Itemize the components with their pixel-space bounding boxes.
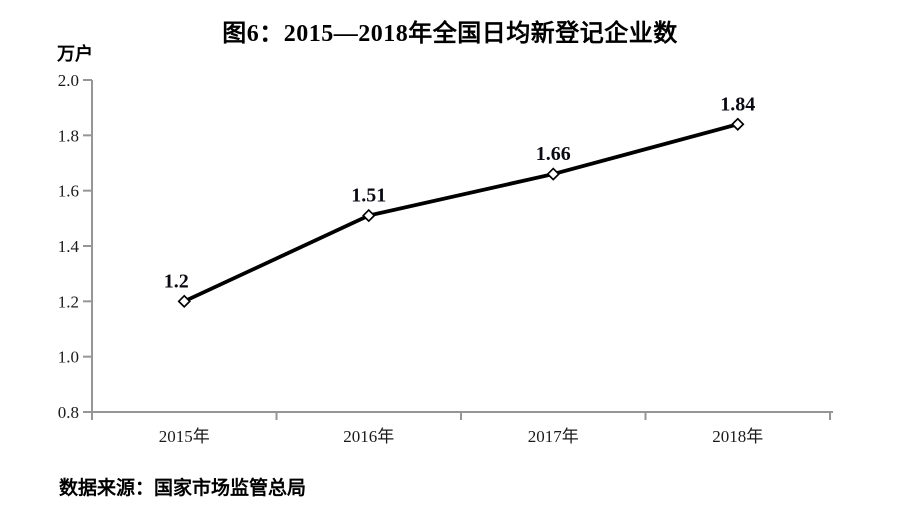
y-tick-label: 1.8 bbox=[58, 126, 79, 145]
y-axis-unit-label: 万户 bbox=[57, 44, 93, 64]
x-tick-label: 2016年 bbox=[343, 427, 394, 446]
y-tick-label: 1.6 bbox=[58, 182, 79, 201]
data-point-label: 1.66 bbox=[536, 143, 571, 165]
data-point-marker bbox=[731, 117, 745, 131]
y-tick-label: 1.4 bbox=[58, 237, 80, 256]
x-tick-label: 2017年 bbox=[528, 427, 579, 446]
data-source-note: 数据来源：国家市场监管总局 bbox=[59, 478, 307, 499]
data-point-marker bbox=[177, 294, 191, 309]
y-tick-label: 1.0 bbox=[58, 348, 79, 367]
x-tick-label: 2018年 bbox=[712, 427, 763, 446]
x-tick-label: 2015年 bbox=[159, 427, 210, 446]
data-point-label: 1.51 bbox=[351, 185, 386, 207]
y-tick-label: 0.8 bbox=[58, 403, 79, 422]
y-tick-label: 1.2 bbox=[58, 292, 79, 311]
data-point-label: 1.2 bbox=[164, 270, 189, 292]
chart-title: 图6：2015—2018年全国日均新登记企业数 bbox=[222, 21, 678, 47]
data-line-series bbox=[183, 122, 739, 304]
data-point-marker bbox=[362, 208, 376, 223]
y-tick-label: 2.0 bbox=[58, 71, 79, 90]
data-point-marker bbox=[546, 167, 560, 181]
data-point-label: 1.84 bbox=[720, 93, 755, 115]
